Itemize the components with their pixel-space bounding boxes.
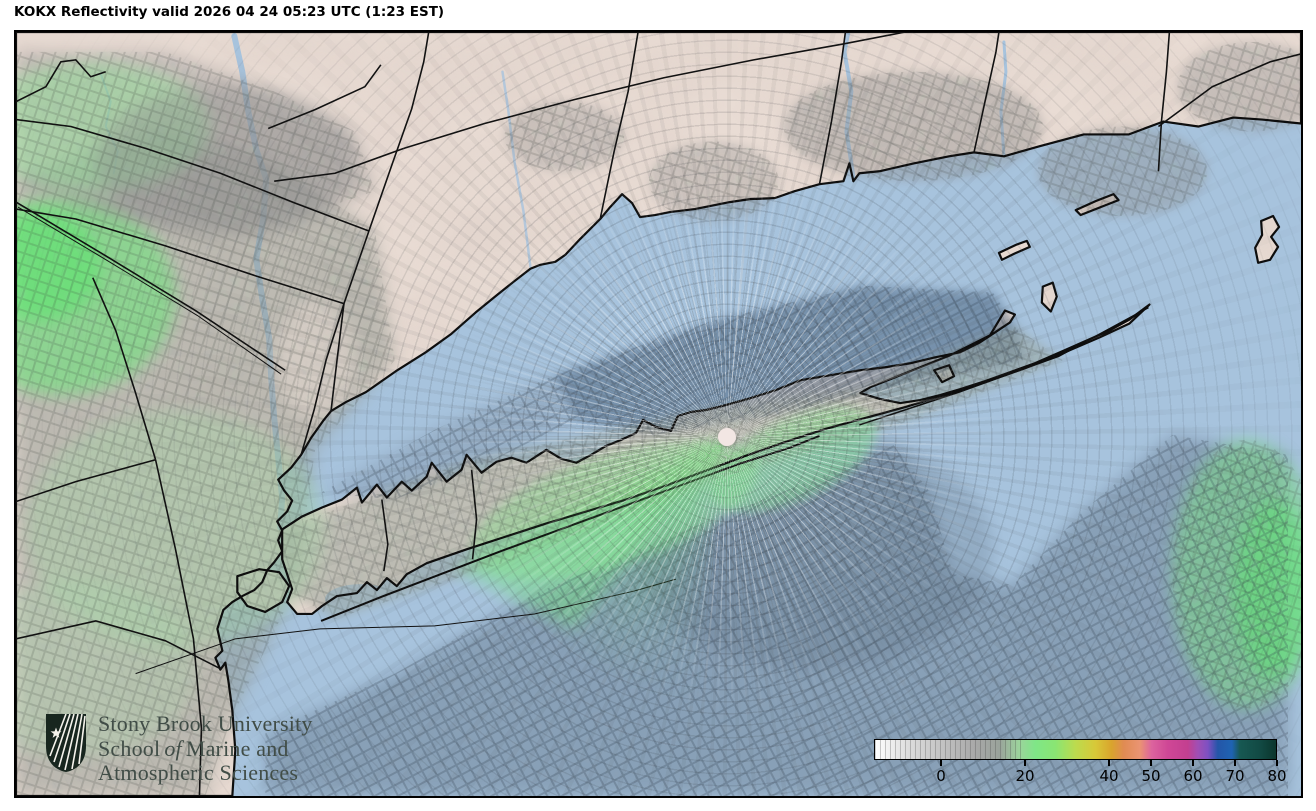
colorbar-tick-label: 0 [936, 767, 946, 785]
colorbar-tick-label: 20 [1015, 767, 1035, 785]
colorbar-tick-label: 50 [1141, 767, 1161, 785]
sbu-logo: Stony Brook University School of Marine an… [44, 711, 313, 786]
radar-map: 0 20 40 50 60 70 80 [14, 30, 1303, 798]
colorbar-gradient [874, 739, 1277, 760]
colorbar-tick-label: 80 [1267, 767, 1287, 785]
logo-line-3: Atmospheric Sciences [98, 760, 299, 785]
sbu-logo-text: Stony Brook University School of Marine an… [98, 711, 313, 786]
colorbar: 0 20 40 50 60 70 80 [874, 739, 1287, 785]
colorbar-tick-label: 60 [1183, 767, 1203, 785]
logo-line-1: Stony Brook University [98, 711, 313, 736]
basemap-svg [16, 32, 1301, 796]
sbu-shield-icon [46, 714, 86, 772]
radar-site-marker [718, 428, 736, 446]
shield-star [50, 727, 62, 738]
colorbar-tick-label: 70 [1225, 767, 1245, 785]
colorbar-hatch-texture [875, 740, 1024, 759]
page-title: KOKX Reflectivity valid 2026 04 24 05:23… [14, 4, 445, 20]
colorbar-tick-label: 40 [1099, 767, 1119, 785]
logo-line-2: School of Marine and [98, 735, 289, 761]
